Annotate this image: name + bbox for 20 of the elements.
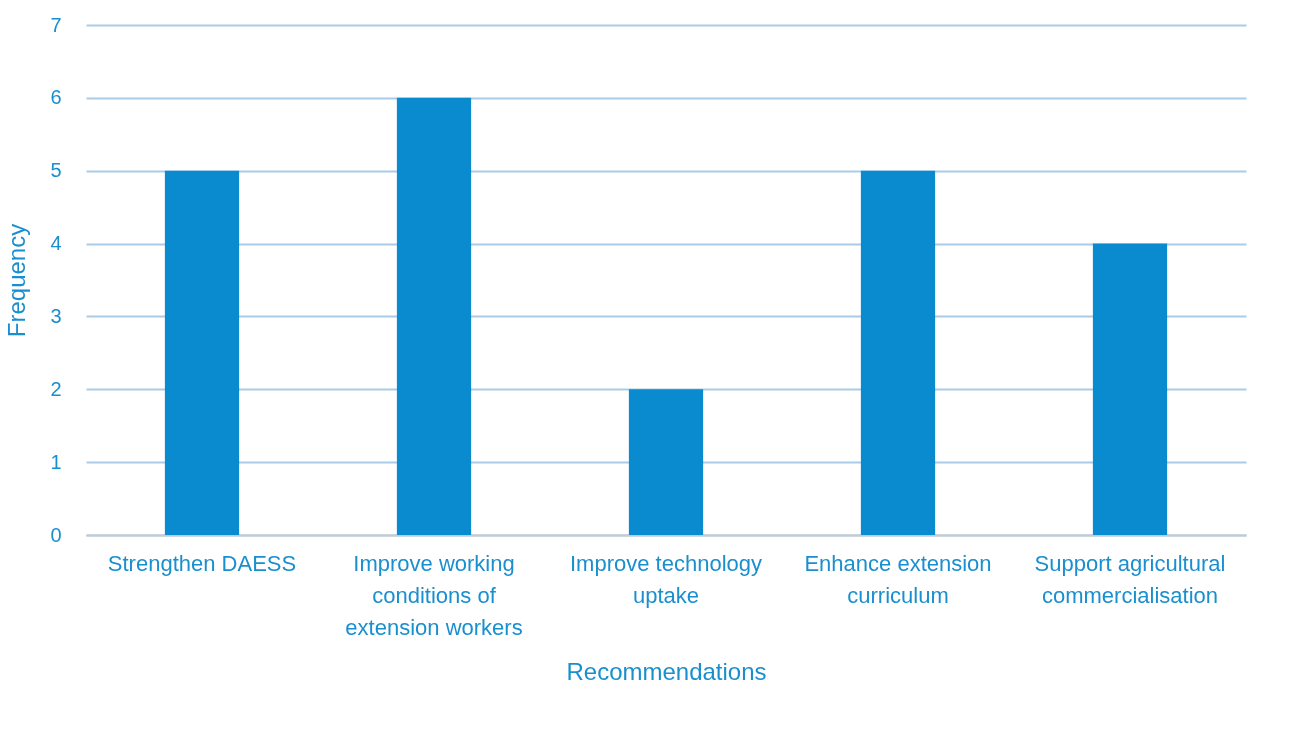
- bar: [628, 389, 704, 535]
- bar: [860, 170, 936, 535]
- y-tick-label: 2: [50, 377, 62, 400]
- y-tick-label: 3: [50, 304, 62, 327]
- y-tick-label: 7: [50, 13, 62, 36]
- bar: [396, 97, 472, 535]
- y-tick-label: 0: [50, 523, 62, 546]
- bar: [164, 170, 240, 535]
- y-tick-label: 6: [50, 86, 62, 109]
- x-tick-label: Improve technology uptake: [570, 550, 762, 608]
- x-tick-label: Support agricultural commercialisation: [1034, 550, 1226, 608]
- x-tick-label: Enhance extension curriculum: [804, 550, 992, 608]
- bar: [1092, 243, 1168, 535]
- y-tick-label: 1: [50, 450, 62, 473]
- y-axis-title: Frequency: [3, 223, 31, 338]
- x-axis-title: Recommendations: [566, 657, 767, 685]
- y-tick-label: 4: [50, 232, 62, 255]
- x-tick-label: Improve working conditions of extension workers: [345, 550, 523, 640]
- y-tick-label: 5: [50, 159, 62, 182]
- x-tick-label: Strengthen DAESS: [107, 550, 297, 576]
